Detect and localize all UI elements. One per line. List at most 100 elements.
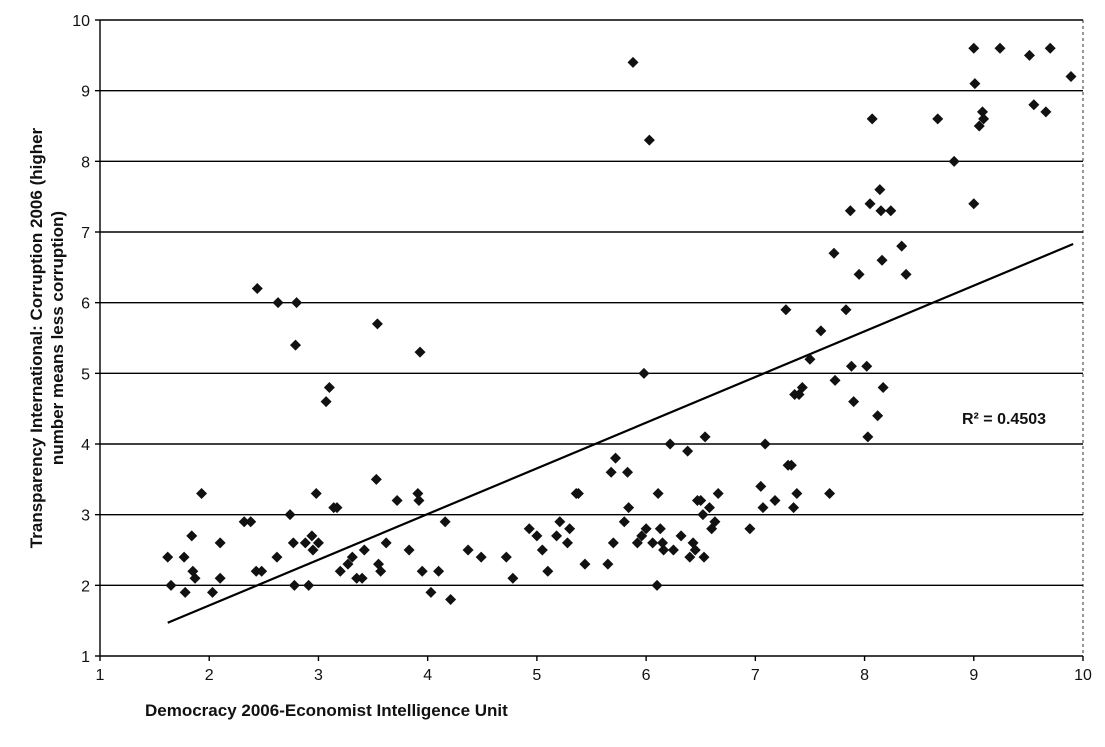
data-point (320, 396, 332, 408)
data-point (872, 410, 884, 422)
x-tick-label: 6 (642, 667, 651, 684)
data-point (299, 537, 311, 549)
x-tick-label: 9 (969, 667, 978, 684)
data-point (334, 565, 346, 577)
data-point (796, 381, 808, 393)
data-point (968, 198, 980, 210)
data-point (356, 572, 368, 584)
data-point (699, 431, 711, 443)
data-point (667, 544, 679, 556)
data-point (845, 360, 857, 372)
data-point (757, 502, 769, 514)
data-point (439, 516, 451, 528)
data-point (885, 205, 897, 217)
data-point (866, 113, 878, 125)
data-point (291, 297, 303, 309)
data-point (769, 495, 781, 507)
data-point (948, 155, 960, 167)
y-tick-label: 1 (81, 649, 90, 666)
data-point (824, 487, 836, 499)
data-point (973, 120, 985, 132)
data-point (631, 537, 643, 549)
y-axis-title-line1: Transparency International: Corruption 2… (27, 127, 46, 548)
data-point (523, 523, 535, 535)
y-tick-label: 7 (81, 225, 90, 242)
data-point (712, 487, 724, 499)
data-point (412, 487, 424, 499)
data-point (744, 523, 756, 535)
data-point (675, 530, 687, 542)
data-point (840, 304, 852, 316)
data-point (658, 544, 670, 556)
data-point (416, 565, 428, 577)
data-point (214, 537, 226, 549)
data-point (829, 374, 841, 386)
data-point (189, 572, 201, 584)
data-point (391, 495, 403, 507)
data-point (877, 381, 889, 393)
y-tick-label: 9 (81, 84, 90, 101)
data-point (876, 254, 888, 266)
data-point (433, 565, 445, 577)
data-point (647, 537, 659, 549)
x-tick-label: 5 (532, 667, 541, 684)
data-point (759, 438, 771, 450)
data-point (179, 586, 191, 598)
data-point (561, 537, 573, 549)
data-points (162, 42, 1077, 605)
data-point (403, 544, 415, 556)
data-point (414, 346, 426, 358)
data-point (214, 572, 226, 584)
y-tick-label: 5 (81, 366, 90, 383)
data-point (874, 184, 886, 196)
data-point (507, 572, 519, 584)
data-point (165, 579, 177, 591)
data-point (306, 530, 318, 542)
x-tick-label: 8 (860, 667, 869, 684)
data-point (272, 297, 284, 309)
y-tick-label: 8 (81, 154, 90, 171)
data-point (370, 473, 382, 485)
data-point (978, 113, 990, 125)
data-point (238, 516, 250, 528)
tick-labels: 1 2 3 4 5 6 7 8 9 10 1 2 3 4 5 6 7 8 9 10 (72, 13, 1092, 684)
data-point (815, 325, 827, 337)
data-point (932, 113, 944, 125)
data-point (445, 593, 457, 605)
data-point (186, 530, 198, 542)
y-tick-label: 4 (81, 437, 90, 454)
y-tick-label: 10 (72, 13, 90, 30)
data-point (896, 240, 908, 252)
y-tick-label: 3 (81, 508, 90, 525)
data-point (1065, 71, 1077, 83)
data-point (848, 396, 860, 408)
data-point (284, 509, 296, 521)
data-point (656, 537, 668, 549)
x-tick-label: 7 (751, 667, 760, 684)
data-point (640, 523, 652, 535)
data-point (245, 516, 257, 528)
data-point (564, 523, 576, 535)
data-point (695, 495, 707, 507)
data-point (861, 360, 873, 372)
data-point (475, 551, 487, 563)
data-point (844, 205, 856, 217)
data-point (703, 502, 715, 514)
data-point (785, 459, 797, 471)
data-point (500, 551, 512, 563)
data-point (828, 247, 840, 259)
trendline-layer (167, 242, 1074, 624)
data-point (425, 586, 437, 598)
data-point (1040, 106, 1052, 118)
x-tick-label: 4 (423, 667, 432, 684)
data-point (684, 551, 696, 563)
y-tick-label: 6 (81, 296, 90, 313)
data-point (206, 586, 218, 598)
data-point (307, 544, 319, 556)
data-point (969, 78, 981, 90)
data-point (572, 487, 584, 499)
data-point (531, 530, 543, 542)
x-tick-label: 3 (314, 667, 323, 684)
